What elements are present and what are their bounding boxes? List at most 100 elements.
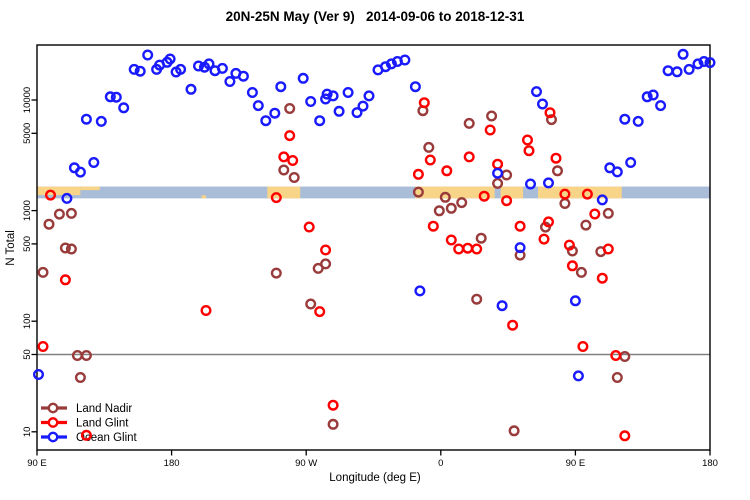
ocean-glint-point xyxy=(61,192,73,204)
land-glint-point xyxy=(287,154,299,166)
land-glint-point xyxy=(270,192,282,204)
map-strip-land xyxy=(80,186,100,191)
ocean-glint-point xyxy=(655,100,667,112)
land-nadir-point xyxy=(486,110,498,122)
ocean-glint-point xyxy=(95,115,107,127)
land-glint-point xyxy=(563,239,575,251)
map-strip-land xyxy=(415,186,495,199)
x-tick-label: 90 W xyxy=(295,458,317,469)
land-glint-point xyxy=(463,151,475,163)
land-nadir-point xyxy=(445,202,457,214)
land-glint-point xyxy=(445,234,457,246)
ocean-glint-point xyxy=(342,86,354,98)
ocean-glint-point xyxy=(662,65,674,77)
legend-marker xyxy=(47,417,59,428)
map-strip-land xyxy=(538,186,622,199)
land-glint-point xyxy=(200,305,212,317)
land-glint-point xyxy=(484,124,496,136)
land-glint-point xyxy=(602,243,614,255)
ocean-glint-point xyxy=(414,285,426,297)
ocean-glint-point xyxy=(698,56,710,68)
land-nadir-point xyxy=(59,242,71,254)
ocean-glint-point xyxy=(572,370,584,382)
ocean-glint-point xyxy=(203,58,215,70)
ocean-glint-point xyxy=(192,60,204,72)
ocean-glint-point xyxy=(409,81,421,93)
land-glint-point xyxy=(589,208,601,220)
land-nadir-point xyxy=(575,266,587,278)
legend-marker xyxy=(47,431,59,443)
land-nadir-point xyxy=(439,191,451,203)
ocean-glint-point xyxy=(683,63,695,75)
land-nadir-point xyxy=(65,207,77,219)
plot-border xyxy=(36,44,711,451)
land-glint-point xyxy=(303,221,315,233)
ocean-glint-point xyxy=(496,300,508,312)
y-tick-label: 100 xyxy=(22,313,33,329)
ocean-glint-point xyxy=(619,113,631,125)
ocean-glint-point xyxy=(74,166,86,178)
land-glint-point xyxy=(577,341,589,353)
land-glint-point xyxy=(610,350,622,362)
land-glint-point xyxy=(45,189,57,201)
land-nadir-point xyxy=(74,372,86,384)
ocean-glint-point xyxy=(142,49,154,61)
ocean-glint-point xyxy=(625,156,637,168)
ocean-glint-point xyxy=(269,107,281,119)
y-tick-label: 5000 xyxy=(22,123,33,144)
land-glint-point xyxy=(453,243,465,255)
ocean-glint-point xyxy=(531,86,543,98)
land-nadir-point xyxy=(278,164,290,176)
ocean-glint-point xyxy=(525,178,537,190)
ocean-glint-point xyxy=(237,70,249,82)
ocean-glint-point xyxy=(543,177,555,189)
ocean-glint-point xyxy=(380,61,392,73)
land-glint-point xyxy=(320,244,332,256)
land-glint-point xyxy=(284,130,296,142)
land-glint-point xyxy=(507,319,519,331)
land-nadir-point xyxy=(288,171,300,183)
map-strip-ocean xyxy=(37,186,710,199)
land-glint-point xyxy=(501,195,513,207)
x-tick-label: 180 xyxy=(702,458,718,469)
y-tick-label: 50 xyxy=(22,349,33,360)
ocean-glint-point xyxy=(704,57,716,69)
ocean-glint-point xyxy=(185,83,197,95)
ocean-glint-point xyxy=(305,95,317,107)
land-glint-point xyxy=(559,188,571,200)
land-glint-point xyxy=(278,151,290,163)
x-axis-label: Longitude (deg E) xyxy=(329,472,421,484)
land-glint-point xyxy=(427,220,439,232)
land-glint-point xyxy=(327,399,339,411)
ocean-glint-point xyxy=(537,98,549,110)
legend-marker xyxy=(47,402,59,414)
land-glint-point xyxy=(412,168,424,180)
ocean-glint-point xyxy=(297,72,309,84)
ocean-glint-point xyxy=(363,90,375,102)
land-nadir-point xyxy=(412,186,424,198)
land-nadir-point xyxy=(501,169,513,181)
land-nadir-point xyxy=(53,208,65,220)
ocean-glint-point xyxy=(351,107,363,119)
land-nadir-point xyxy=(80,350,92,362)
land-nadir-point xyxy=(71,350,83,362)
ocean-glint-point xyxy=(224,75,236,87)
ocean-glint-point xyxy=(596,194,608,206)
legend-label: Land Glint xyxy=(76,418,129,430)
ocean-glint-point xyxy=(632,115,644,127)
land-nadir-point xyxy=(552,165,564,177)
ocean-glint-point xyxy=(88,156,100,168)
ocean-glint-point xyxy=(118,102,130,114)
land-glint-point xyxy=(59,274,71,286)
land-glint-point xyxy=(37,341,49,353)
y-tick-label: 10000 xyxy=(22,87,33,113)
land-nadir-point xyxy=(580,219,592,231)
ocean-glint-point xyxy=(492,167,504,179)
land-glint-point xyxy=(596,272,608,284)
ocean-glint-point xyxy=(641,91,653,103)
land-glint-point xyxy=(471,243,483,255)
x-tick-label: 0 xyxy=(438,458,443,469)
land-glint-point xyxy=(566,260,578,272)
